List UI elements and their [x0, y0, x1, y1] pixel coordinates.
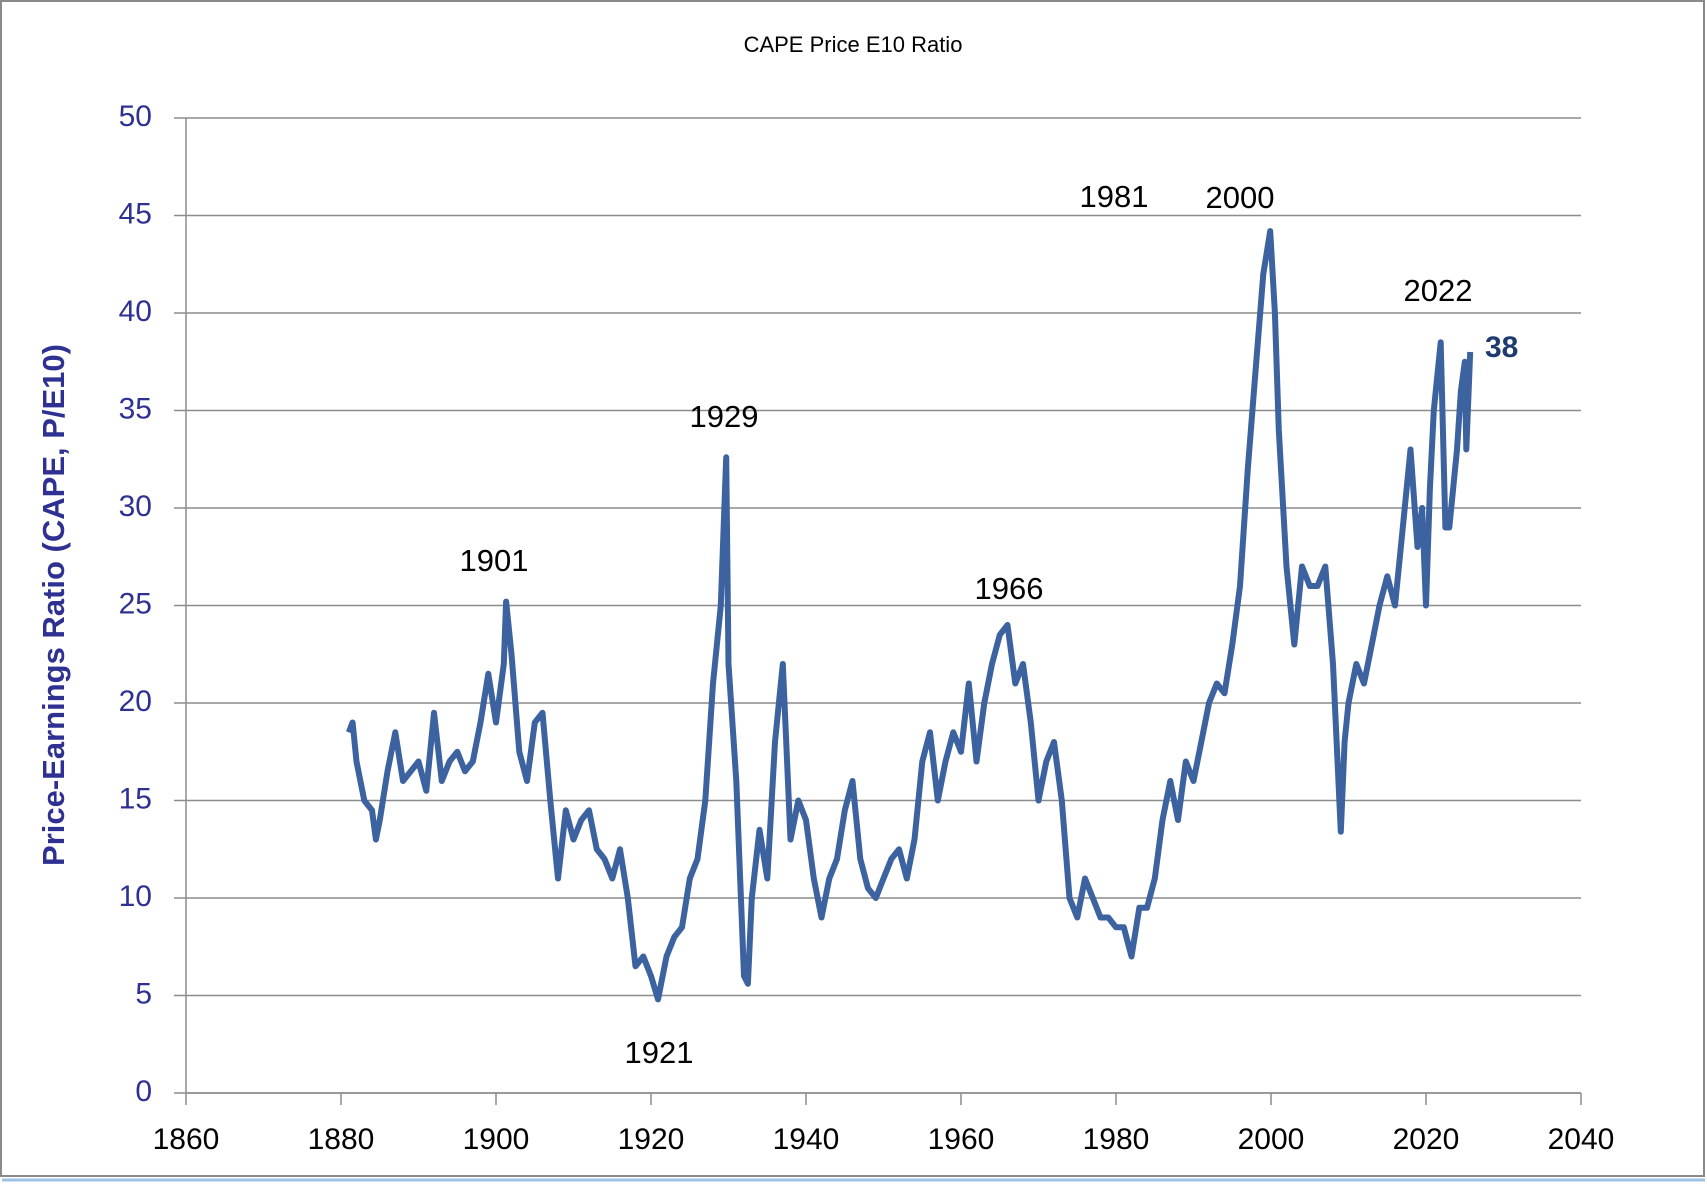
end-label: 38 [1485, 331, 1518, 364]
y-tick-label: 50 [119, 100, 152, 133]
chart-title: CAPE Price E10 Ratio [744, 32, 963, 57]
y-axis-label: Price-Earnings Ratio (CAPE, P/E10) [36, 344, 71, 866]
x-tick-label: 1880 [308, 1123, 375, 1156]
x-tick-label: 2000 [1238, 1123, 1305, 1156]
y-tick-label: 10 [119, 880, 152, 913]
x-tick-label: 2020 [1393, 1123, 1460, 1156]
x-tick-label: 2040 [1548, 1123, 1615, 1156]
x-tick-label: 1940 [773, 1123, 840, 1156]
x-tick-label: 1900 [463, 1123, 530, 1156]
annotation: 2000 [1206, 180, 1275, 215]
x-tick-label: 1860 [153, 1123, 220, 1156]
y-tick-label: 45 [119, 197, 152, 230]
annotation: 1921 [625, 1035, 694, 1070]
annotation: 1901 [460, 543, 529, 578]
y-tick-label: 0 [135, 1075, 152, 1108]
y-tick-label: 35 [119, 392, 152, 425]
x-tick-label: 1980 [1083, 1123, 1150, 1156]
y-tick-label: 15 [119, 782, 152, 815]
y-tick-label: 5 [135, 977, 152, 1010]
annotation: 1966 [975, 571, 1044, 606]
annotation: 1929 [690, 399, 759, 434]
cape-line [346, 228, 1474, 1003]
x-tick-label: 1960 [928, 1123, 995, 1156]
y-tick-label: 20 [119, 685, 152, 718]
annotation: 2022 [1404, 273, 1473, 308]
annotation: 1981 [1080, 179, 1149, 214]
y-tick-label: 30 [119, 490, 152, 523]
y-tick-label: 40 [119, 295, 152, 328]
y-tick-label: 25 [119, 587, 152, 620]
x-tick-label: 1920 [618, 1123, 685, 1156]
